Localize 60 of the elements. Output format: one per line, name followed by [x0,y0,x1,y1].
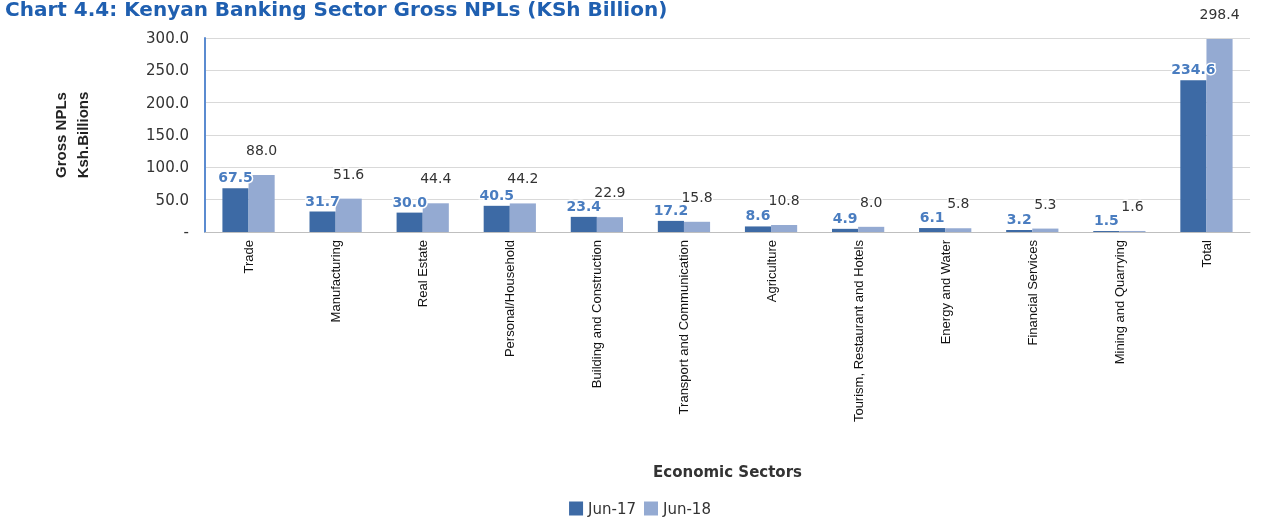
bar [570,216,597,232]
y-tick-label: 250.0 [146,61,189,80]
data-label: 30.0 [392,193,428,210]
x-tick-label: Tourism, Restaurant and Hotels [850,239,866,423]
x-tick-label: Real Estate [415,240,431,308]
x-tick-label: Trade [241,240,257,274]
y-tick-label: 50.0 [155,190,189,209]
data-label: 44.2 [507,170,539,187]
data-label: 40.5 [479,186,514,203]
bar [919,228,946,232]
data-label: 5.8 [947,195,970,212]
y-axis-title: Gross NPLs Ksh.Billions [51,91,91,179]
bar [945,228,972,232]
data-label: 88.0 [246,142,278,159]
data-label: 31.7 [305,192,340,209]
x-axis-title: Economic Sectors [653,462,803,481]
bar [771,225,798,232]
data-label: 4.9 [832,209,858,226]
data-label: 10.8 [768,192,800,209]
x-tick-label: Total [1198,239,1214,268]
legend-label: Jun-17 [587,499,636,518]
bar [483,205,510,232]
bar [1180,80,1207,232]
x-tick-label: Financial Services [1024,239,1040,346]
data-label: 6.1 [919,209,945,226]
bar [509,203,536,232]
bar [222,188,249,232]
y-tick-label: 150.0 [146,126,189,144]
x-tick-label: Manufacturing [328,240,344,323]
bar [657,220,684,232]
x-tick-label: Building and Construction [589,240,605,389]
bar [683,221,711,232]
data-label: 1.5 [1093,212,1119,229]
data-label: 51.6 [333,165,365,182]
bar [832,228,859,232]
y-tick-label: 200.0 [146,93,189,112]
data-label: 298.4 [1199,6,1240,23]
data-label: 8.6 [745,207,771,224]
data-label: 8.0 [860,193,883,210]
x-tick-label: Personal/Household [502,240,518,358]
bar [858,226,885,232]
data-label: 1.6 [1121,197,1144,214]
x-tick-label: Agriculture [763,240,779,303]
y-tick-label: 100.0 [146,158,189,177]
bar [309,211,336,232]
x-tick-label: Mining and Quarrying [1111,240,1127,365]
bar [744,226,772,232]
x-tick-label: Transport and Communication [676,240,692,415]
chart-title: Chart 4.4: Kenyan Banking Sector Gross NPLs (KSh Billion) [5,0,668,21]
bar [596,217,623,232]
data-label: 3.2 [1006,210,1032,227]
bar [1006,229,1033,232]
legend-label: Jun-18 [662,499,711,518]
data-label: 44.4 [420,170,452,187]
bar [396,212,423,232]
y-tick-label: 300.0 [146,29,189,47]
data-label: 67.5 [218,169,253,186]
x-tick-label: Energy and Water [937,239,953,345]
data-label: 5.3 [1034,195,1057,212]
y-tick-label: - [183,223,189,241]
